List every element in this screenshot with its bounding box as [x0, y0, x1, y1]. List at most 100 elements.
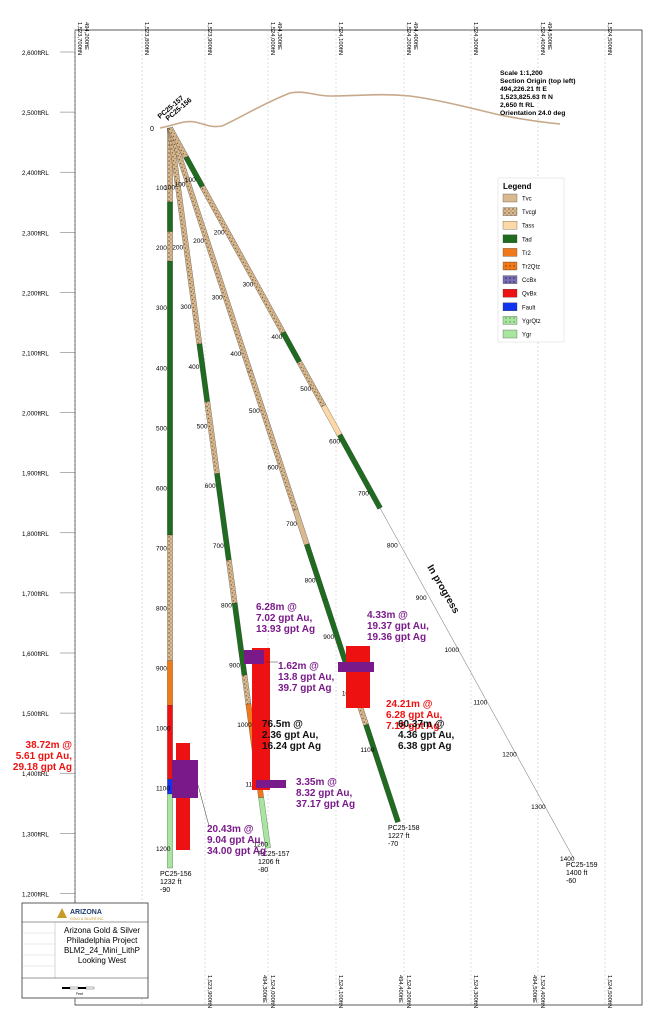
intercept-text: 8.32 gpt Au,	[296, 788, 353, 799]
depth-label: 200	[172, 244, 183, 251]
hole-length-label: 1206 ft	[258, 859, 279, 866]
depth-label: 1000	[445, 647, 460, 654]
rl-label: 2,600ftRL	[22, 50, 49, 57]
drill-hole-3	[167, 126, 575, 860]
intercept-text: 6.28 gpt Au,	[386, 710, 443, 721]
legend-label: YgrQtz	[522, 319, 541, 325]
legend-swatch	[502, 289, 518, 298]
rl-label: 2,100ftRL	[22, 351, 49, 358]
depth-label: 100	[164, 185, 175, 192]
depth-label: 1100	[360, 747, 374, 754]
bottom-grid-label-east: 494,400ftE	[397, 975, 403, 1003]
top-grid-label: 1,523,700ftN	[76, 22, 82, 55]
bottom-grid-label-east: 494,300ftE	[261, 975, 267, 1003]
depth-label: 800	[387, 543, 398, 550]
intercept-block	[338, 662, 374, 672]
rl-label: 2,000ftRL	[22, 411, 49, 418]
legend-label: Tr2	[522, 251, 531, 257]
legend-label: QvBx	[522, 292, 537, 298]
legend-swatch	[502, 207, 518, 216]
depth-label: 800	[305, 577, 316, 584]
scale-info-line: 2,650 ft RL	[500, 102, 534, 109]
hole-id-label: PC25-159	[566, 862, 598, 869]
topography-line	[159, 91, 561, 129]
depth-label: 400	[230, 351, 241, 358]
intercept-block	[172, 760, 198, 798]
legend-title: Legend	[503, 182, 532, 191]
top-grid-label: 1,524,500ftN	[606, 22, 612, 55]
rl-label: 1,800ftRL	[22, 531, 49, 538]
intercept-text: 13.8 gpt Au,	[278, 672, 335, 683]
scale-bar: Feet	[62, 986, 95, 996]
grid-lines	[60, 30, 606, 1005]
depth-label: 700	[156, 545, 167, 552]
intercept-text: 34.00 gpt Ag	[207, 846, 266, 857]
top-grid-label-east: 494,500ftE	[546, 22, 552, 50]
intercept-text: 19.37 gpt Au,	[367, 621, 429, 632]
intercept-text: 19.36 gpt Ag	[367, 632, 426, 643]
top-grid-label-east: 494,300ftE	[276, 22, 282, 50]
top-grid-label: 1,524,100ftN	[337, 22, 343, 55]
depth-label: 100	[185, 177, 196, 184]
intercept-text: 13.93 gpt Ag	[256, 624, 315, 635]
intercept-text: 9.04 gpt Au,	[207, 835, 264, 846]
depth-label: 600	[205, 483, 216, 490]
legend-label: Tvcgl	[522, 210, 536, 216]
bottom-grid-label: 1,524,300ftN	[472, 975, 478, 1008]
intercept-text: 3.35m @	[296, 777, 337, 788]
company-logo-text: ARIZONA	[70, 909, 102, 916]
legend-swatch	[502, 193, 518, 203]
rl-axis-labels: 2,600ftRL 2,500ftRL 2,400ftRL 2,300ftRL 2,20…	[22, 50, 49, 898]
depth-label: 600	[156, 485, 167, 492]
depth-label: 1200	[502, 752, 517, 759]
drill-holes: 100200300400500600700800900100011001200P…	[150, 95, 598, 894]
depth-label: 300	[180, 304, 191, 311]
rl-label: 1,700ftRL	[22, 591, 49, 598]
hole-dip-label: -60	[566, 878, 576, 885]
intercept-block	[252, 648, 270, 790]
depth-label: 1400	[560, 856, 575, 863]
depth-label: 600	[329, 438, 340, 445]
top-grid-label: 1,524,000ftN	[269, 22, 275, 55]
legend-swatch	[502, 302, 518, 311]
depth-label: 200	[214, 229, 225, 236]
intercept-text: 4.36 gpt Au,	[398, 730, 455, 741]
depth-label: 900	[323, 634, 334, 641]
bottom-grid-label: 1,523,900ftN	[206, 975, 212, 1008]
intercept-block	[346, 646, 370, 708]
scale-info-line: 494,226.21 ft E	[500, 86, 547, 93]
depth-label: 400	[271, 334, 282, 341]
title-block-line: Philadelphia Project	[67, 936, 138, 945]
depth-label: 900	[416, 595, 427, 602]
title-block-line: Looking West	[78, 956, 127, 965]
intercept-text: 6.38 gpt Ag	[398, 741, 452, 752]
hole-id-label: PC25-158	[388, 825, 420, 832]
bottom-grid-label: 1,524,500ftN	[606, 975, 612, 1008]
intercept-text: 5.61 gpt Au,	[16, 751, 73, 762]
title-block-line: BLM2_24_Mini_LithP	[64, 946, 140, 955]
top-grid-label-east: 494,200ftE	[83, 22, 89, 50]
top-grid-label: 1,523,900ftN	[206, 22, 212, 55]
rl-label: 1,400ftRL	[22, 771, 49, 778]
depth-label: 600	[267, 464, 278, 471]
top-grid-label: 1,524,300ftN	[472, 22, 478, 55]
legend-swatch	[502, 275, 518, 284]
top-grid-labels: 1,523,700ftN 494,200ftE 1,523,800ftN 1,523,…	[76, 22, 612, 55]
legend-swatch	[502, 316, 518, 325]
depth-label: 800	[156, 606, 167, 613]
hole-length-label: 1232 ft	[160, 879, 181, 886]
rl-label: 1,500ftRL	[22, 711, 49, 718]
intercept-text: 7.02 gpt Au,	[256, 613, 313, 624]
intercept-text: 76.5m @	[262, 719, 303, 730]
legend-label: Ygr	[522, 333, 531, 339]
intercept-text: 1.62m @	[278, 661, 319, 672]
top-grid-label: 1,524,400ftN	[539, 22, 545, 55]
intercept-block	[256, 780, 286, 788]
rl-label: 1,300ftRL	[22, 831, 49, 838]
intercept-text: 2.36 gpt Au,	[262, 730, 319, 741]
intercept-text: 38.72m @	[26, 740, 73, 751]
hole-dip-label: -90	[160, 887, 170, 894]
intercept-text: 20.43m @	[207, 824, 254, 835]
